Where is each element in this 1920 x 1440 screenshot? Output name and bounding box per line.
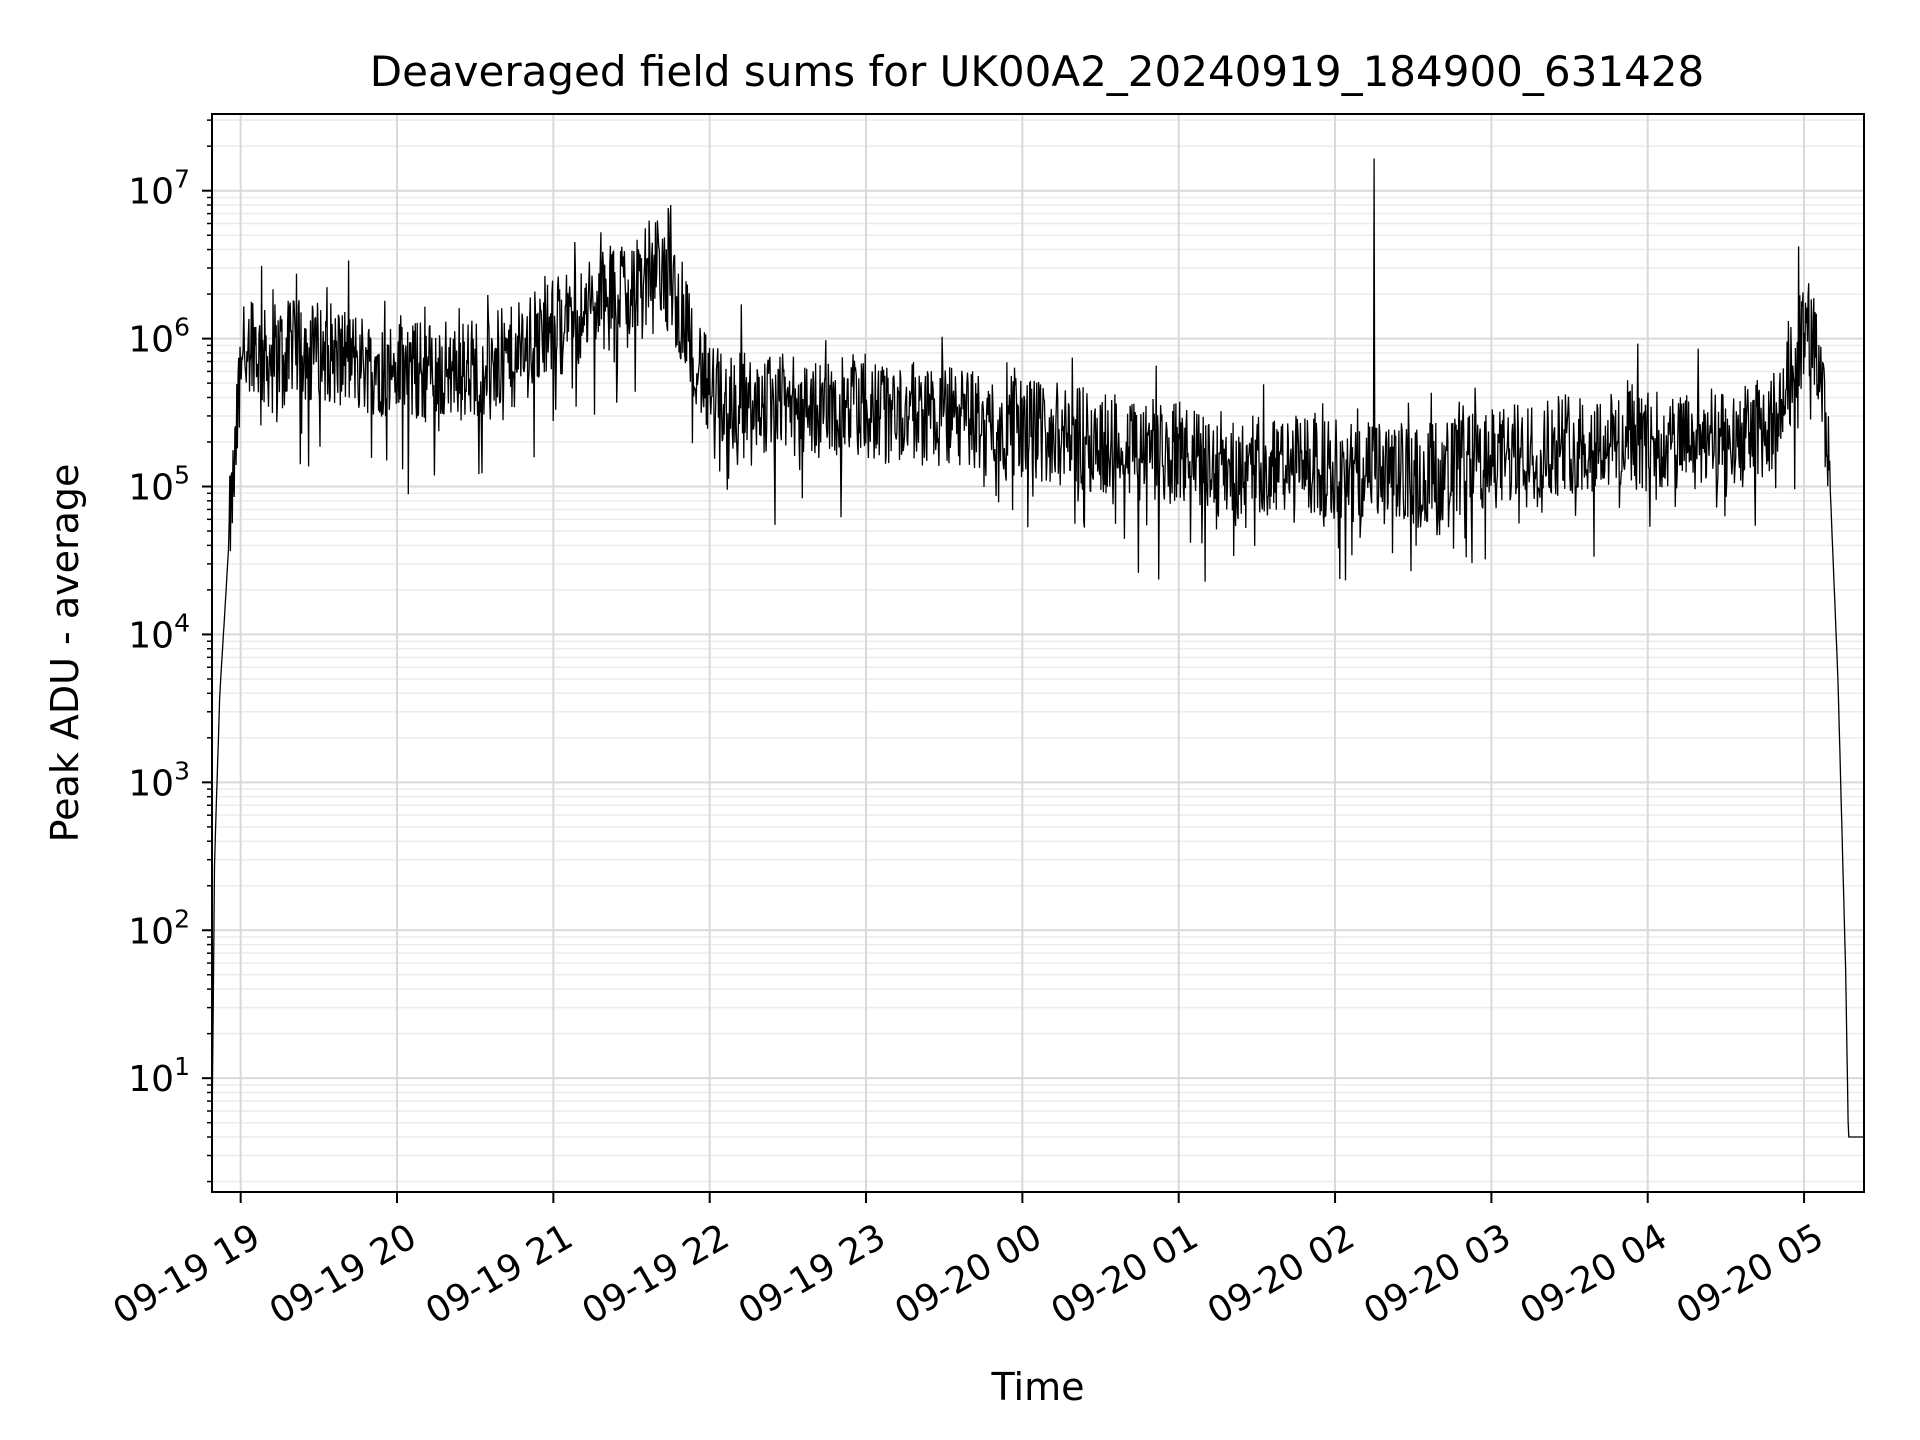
x-axis-label: Time: [991, 1365, 1085, 1409]
grid: [212, 114, 1864, 1192]
x-tick-label: 09-20 03: [1357, 1216, 1518, 1332]
y-tick-label: 105: [128, 461, 190, 509]
chart-title: Deaveraged field sums for UK00A2_2024091…: [370, 47, 1704, 96]
x-tick-label: 09-19 21: [419, 1216, 580, 1332]
y-tick-label: 102: [128, 904, 190, 952]
y-tick-label: 103: [128, 756, 190, 804]
y-tick-label: 104: [128, 608, 190, 656]
x-tick-label: 09-20 02: [1201, 1216, 1362, 1332]
y-axis: 101 102 103 104 105 106 107: [128, 119, 212, 1183]
y-tick-label: 107: [128, 165, 190, 213]
y-axis-label: Peak ADU - average: [43, 464, 87, 843]
x-tick-label: 09-20 00: [888, 1216, 1049, 1332]
y-tick-label: 101: [128, 1052, 190, 1100]
x-tick-label: 09-19 19: [106, 1216, 267, 1332]
x-tick-label: 09-19 20: [263, 1216, 424, 1332]
y-tick-label: 106: [128, 313, 190, 361]
x-tick-label: 09-19 22: [576, 1216, 737, 1332]
plot-frame: [211, 113, 1865, 1193]
series-line: [211, 158, 1864, 1138]
x-tick-label: 09-20 05: [1670, 1216, 1831, 1332]
x-tick-label: 09-20 01: [1045, 1216, 1206, 1332]
x-tick-label: 09-20 04: [1514, 1216, 1675, 1332]
x-tick-label: 09-19 23: [732, 1216, 893, 1332]
